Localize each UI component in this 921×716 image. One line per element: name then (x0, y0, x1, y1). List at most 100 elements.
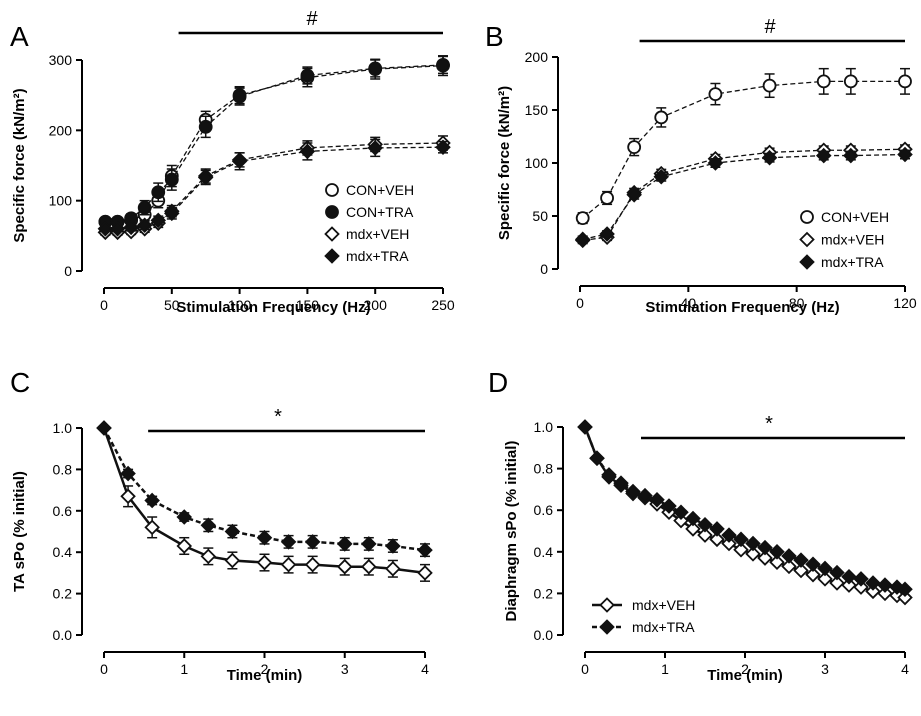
x-tick-label: 80 (789, 295, 805, 311)
significance-marker: # (306, 8, 318, 30)
y-axis-title: Specific force (kN/m²) (496, 86, 513, 240)
data-point (120, 488, 136, 505)
data-point (164, 172, 179, 187)
x-tick-label: 200 (364, 297, 388, 313)
series-con-tra (98, 55, 450, 229)
data-point (829, 564, 845, 581)
data-point (707, 155, 724, 171)
data-point (877, 585, 893, 602)
data-point (626, 187, 642, 203)
data-point (613, 475, 629, 491)
legend-label: CON+TRA (346, 204, 414, 220)
data-point (897, 146, 913, 163)
series-con-veh (98, 55, 450, 229)
data-point (144, 519, 160, 536)
data-point (793, 552, 809, 568)
data-point (304, 556, 321, 573)
x-tick-label: 0 (100, 297, 108, 313)
data-point (697, 516, 713, 533)
data-point (336, 558, 353, 575)
data-point (865, 575, 881, 591)
x-tick-label: 4 (901, 661, 909, 677)
data-point (200, 517, 217, 534)
significance-marker: # (764, 16, 776, 38)
data-point (757, 539, 773, 556)
chart-panel-a: A 0 100 200 300 0 50 100 150 200 250 Stimulation Fr… (10, 8, 455, 316)
series-line (582, 148, 906, 242)
legend-label: mdx+VEH (346, 226, 409, 242)
data-point (709, 531, 725, 548)
data-point (649, 492, 665, 508)
x-tick-label: 0 (581, 661, 589, 677)
y-tick-label: 150 (525, 102, 549, 118)
data-point (361, 558, 377, 575)
data-point (136, 217, 153, 234)
data-point (865, 583, 881, 600)
x-tick-label: 1 (180, 661, 188, 677)
y-tick-label: 50 (532, 208, 548, 224)
data-point (897, 581, 913, 598)
legend-label: CON+VEH (821, 209, 889, 225)
data-point (589, 450, 605, 466)
legend-label: mdx+VEH (632, 597, 695, 613)
y-tick-label: 300 (49, 52, 73, 68)
x-tick-label: 0 (576, 295, 584, 311)
legend: CON+VEH CON+TRA mdx+VEH mdx+TRA (324, 182, 414, 264)
data-point (96, 420, 112, 436)
data-point (280, 534, 297, 550)
y-axis-title: Diaphragm sPo (% initial) (503, 441, 520, 622)
data-point (164, 205, 180, 222)
data-point (200, 548, 217, 565)
data-point (816, 74, 831, 89)
x-tick-label: 3 (821, 661, 829, 677)
data-point (897, 589, 913, 606)
series-con-veh (575, 67, 912, 226)
data-point (574, 231, 591, 248)
y-tick-label: 0.8 (534, 461, 554, 477)
data-point (627, 140, 642, 155)
data-point (762, 78, 777, 93)
data-point (385, 538, 401, 554)
data-point (224, 523, 241, 540)
legend-marker (325, 183, 339, 197)
y-tick-label: 0.0 (53, 627, 73, 643)
x-tick-label: 3 (341, 661, 349, 677)
series-line (583, 426, 906, 591)
legend: CON+VEH mdx+VEH mdx+TRA (799, 209, 889, 270)
legend-marker (324, 226, 340, 242)
data-point (256, 529, 273, 546)
series-mdx-tra (97, 138, 451, 237)
data-point (280, 556, 297, 573)
data-point (417, 542, 433, 558)
legend-marker (325, 205, 339, 219)
data-point (853, 579, 869, 595)
legend-marker (799, 254, 815, 270)
data-point (721, 535, 737, 552)
data-point (843, 147, 859, 164)
data-point (625, 483, 641, 500)
data-point (336, 536, 353, 552)
y-tick-label: 100 (525, 155, 549, 171)
legend-marker (599, 597, 615, 613)
data-point (829, 575, 845, 591)
x-tick-label: 2 (261, 661, 269, 677)
data-point (708, 87, 723, 101)
data-point (256, 554, 273, 571)
data-point (637, 487, 653, 504)
data-point (361, 536, 377, 552)
data-point (805, 566, 821, 583)
y-tick-label: 0.4 (534, 544, 554, 560)
data-point (654, 110, 669, 125)
y-tick-label: 0 (64, 263, 72, 279)
legend-marker (799, 231, 815, 248)
data-point (721, 527, 737, 543)
data-point (120, 465, 136, 482)
legend-label: mdx+TRA (821, 254, 884, 270)
series-line (583, 426, 906, 599)
data-point (600, 191, 614, 205)
data-point (232, 89, 247, 104)
series-mdx-tra (574, 146, 913, 248)
data-point (575, 211, 590, 226)
data-point (769, 544, 785, 560)
data-point (697, 527, 713, 543)
